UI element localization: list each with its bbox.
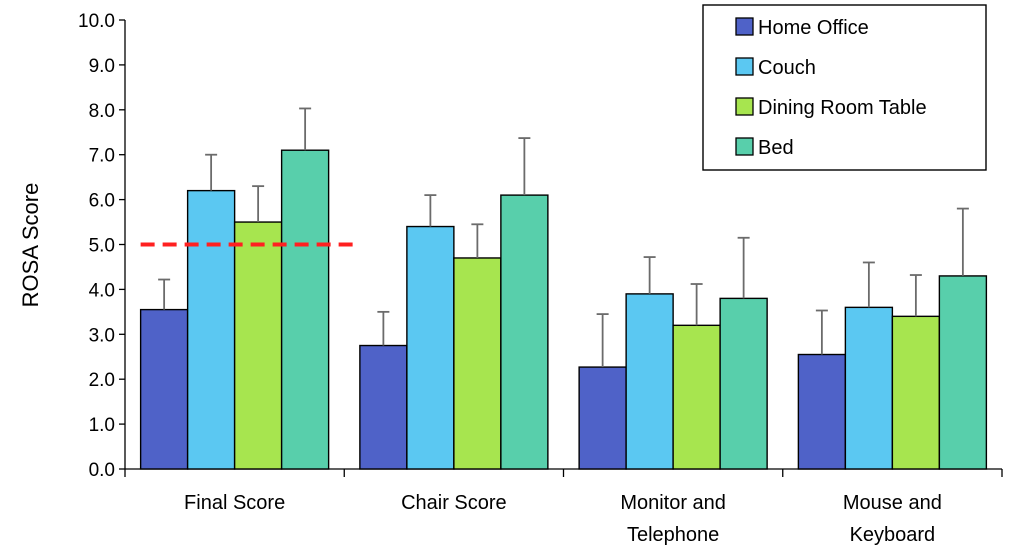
y-tick-label: 4.0: [89, 280, 115, 301]
y-tick-label: 3.0: [89, 325, 115, 346]
y-tick-label: 5.0: [89, 236, 115, 257]
x-category-label: Mouse and Keyboard: [843, 492, 942, 546]
legend-item: Bed: [735, 137, 794, 159]
x-category-label-line: Monitor and: [620, 492, 726, 514]
legend: Home Office Couch Dining Room Table Bed: [702, 4, 987, 171]
y-tick-label: 2.0: [89, 370, 115, 391]
legend-item: Couch: [735, 57, 816, 79]
y-tick-label: 0.0: [89, 460, 115, 481]
legend-label: Home Office: [758, 17, 869, 39]
bar: [797, 353, 847, 470]
legend-swatch: [735, 57, 754, 76]
x-category-label-line: Telephone: [627, 524, 719, 546]
legend-label: Couch: [758, 57, 816, 79]
bar: [359, 344, 408, 470]
y-tick-label: 6.0: [89, 191, 115, 212]
bar: [938, 275, 988, 470]
bar: [891, 315, 941, 470]
y-tick-label: 1.0: [89, 415, 115, 436]
error-bars: [158, 107, 969, 368]
legend-label: Dining Room Table: [758, 97, 927, 119]
bar: [578, 366, 627, 470]
bar: [500, 194, 549, 470]
x-category-label-line: Final Score: [184, 492, 285, 514]
y-tick-label: 8.0: [89, 101, 115, 122]
x-category-label: Final Score: [184, 492, 285, 514]
bar: [453, 257, 502, 470]
legend-item: Dining Room Table: [735, 97, 927, 119]
legend-label: Bed: [758, 137, 794, 159]
y-tick-label: 10.0: [78, 11, 115, 32]
legend-swatch: [735, 97, 754, 116]
bar: [280, 149, 330, 470]
y-tick-label: 9.0: [89, 56, 115, 77]
bar: [844, 306, 894, 470]
legend-item: Home Office: [735, 17, 869, 39]
bars: [139, 149, 988, 470]
x-axis: Final Score Chair Score Monitor and Telepho…: [124, 468, 1003, 546]
legend-swatch: [735, 17, 754, 36]
x-category-label-line: Keyboard: [850, 524, 936, 546]
bar: [719, 297, 768, 470]
x-category-label: Monitor and Telephone: [620, 492, 726, 546]
bar: [406, 225, 455, 470]
legend-swatch: [735, 137, 754, 156]
x-category-label-line: Chair Score: [401, 492, 507, 514]
y-tick-label: 7.0: [89, 146, 115, 167]
y-axis: 0.0 1.0 2.0 3.0 4.0 5.0 6.0 7.0 8.0 9.0 10.0: [78, 11, 126, 481]
bar: [233, 221, 283, 470]
x-category-label-line: Mouse and: [843, 492, 942, 514]
y-axis-title: ROSA Score: [18, 183, 43, 308]
bar: [672, 324, 721, 470]
x-category-label: Chair Score: [401, 492, 507, 514]
bar: [186, 189, 236, 470]
bar: [625, 293, 674, 470]
bar: [139, 308, 189, 470]
